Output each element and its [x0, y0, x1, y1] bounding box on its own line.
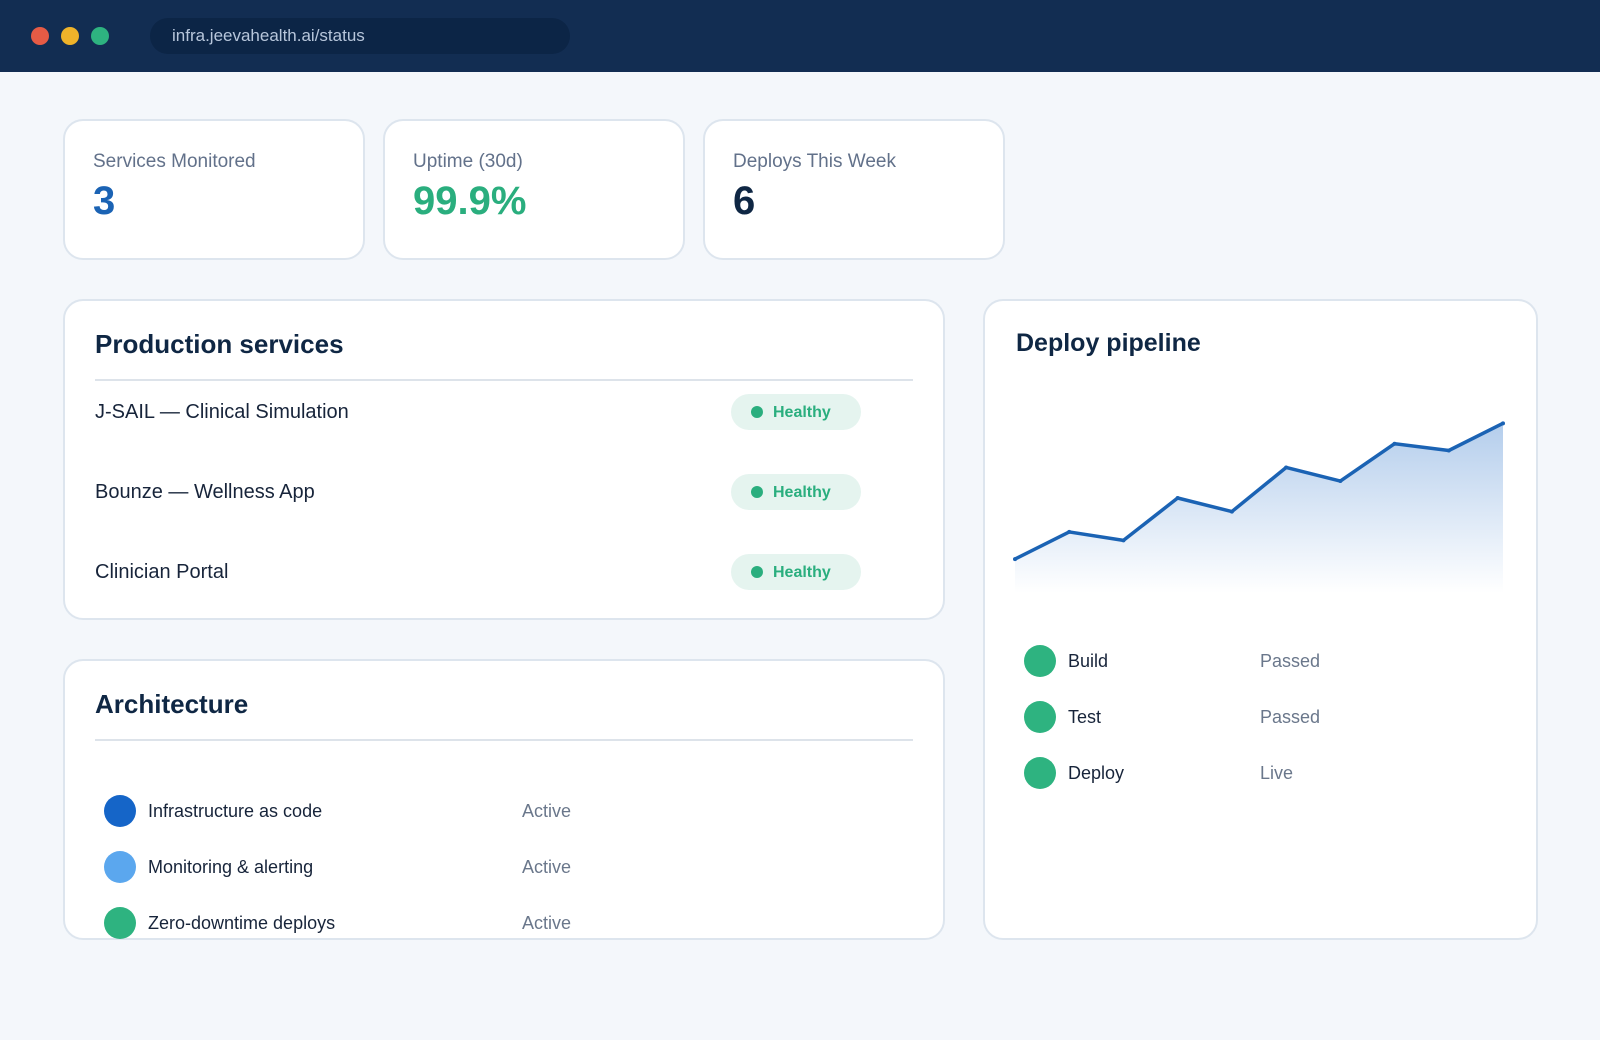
window-zoom-button[interactable]: [91, 27, 109, 45]
monitoring-icon: [104, 851, 136, 883]
stat-card-services-monitored: Services Monitored 3: [63, 119, 365, 260]
pipeline-stage-status: Passed: [1260, 651, 1321, 671]
address-bar[interactable]: infra.jeevahealth.ai/status: [150, 18, 570, 54]
infrastructure-icon: [104, 795, 136, 827]
status-badge: Healthy: [731, 394, 861, 430]
production-services-card: Production services J-SAIL — Clinical Si…: [63, 299, 945, 620]
test-status-icon: [1024, 701, 1056, 733]
pipeline-stage-label: Deploy: [1068, 763, 1125, 783]
stat-label: Services Monitored: [93, 151, 256, 172]
service-row[interactable]: Clinician Portal Healthy: [95, 554, 913, 594]
pipeline-stage: Deploy Live: [1024, 757, 1504, 791]
status-badge: Healthy: [731, 554, 861, 590]
chart-point: [1392, 441, 1397, 446]
pipeline-stage-label: Build: [1068, 651, 1109, 671]
status-dot-icon: [751, 566, 763, 578]
architecture-item: Monitoring & alerting Active: [104, 851, 904, 885]
deploy-icon: [104, 907, 136, 939]
section-divider: [95, 379, 913, 381]
section-title: Architecture: [95, 689, 249, 719]
architecture-item-label: Monitoring & alerting: [148, 857, 314, 877]
section-title: Production services: [95, 329, 344, 359]
status-badge-label: Healthy: [773, 564, 831, 581]
chart-series-line: [1013, 421, 1505, 561]
stat-value: 99.9%: [413, 179, 527, 223]
chart-point: [1284, 465, 1289, 470]
chart-point: [1338, 479, 1343, 484]
pipeline-stage-status: Passed: [1260, 707, 1321, 727]
status-badge-label: Healthy: [773, 484, 831, 501]
stat-label: Uptime (30d): [413, 151, 523, 172]
deploy-pipeline-card: Deploy pipeline Build Passed Test Passed…: [983, 299, 1538, 940]
service-row[interactable]: Bounze — Wellness App Healthy: [95, 474, 913, 514]
service-row[interactable]: J-SAIL — Clinical Simulation Healthy: [95, 394, 913, 434]
service-name: Bounze — Wellness App: [95, 481, 315, 503]
status-dot-icon: [751, 406, 763, 418]
chart-point: [1501, 421, 1505, 426]
architecture-item-label: Zero-downtime deploys: [148, 913, 336, 933]
stat-card-uptime: Uptime (30d) 99.9%: [383, 119, 685, 260]
stat-value: 3: [93, 179, 116, 223]
architecture-item-status: Active: [522, 801, 572, 821]
stat-label: Deploys This Week: [733, 151, 896, 172]
window-minimize-button[interactable]: [61, 27, 79, 45]
architecture-item-label: Infrastructure as code: [148, 801, 323, 821]
architecture-item: Infrastructure as code Active: [104, 795, 904, 829]
status-badge-label: Healthy: [773, 404, 831, 421]
chart-point: [1229, 509, 1234, 514]
chart-point: [1067, 529, 1072, 534]
section-divider: [95, 739, 913, 741]
deploy-trend-chart: [1013, 421, 1505, 593]
deploy-status-icon: [1024, 757, 1056, 789]
chart-point: [1013, 557, 1017, 562]
architecture-item-status: Active: [522, 913, 572, 933]
pipeline-stage: Test Passed: [1024, 701, 1504, 735]
pipeline-stage-label: Test: [1068, 707, 1102, 727]
architecture-item: Zero-downtime deploys Active: [104, 907, 904, 941]
status-dot-icon: [751, 486, 763, 498]
architecture-item-status: Active: [522, 857, 572, 877]
status-badge: Healthy: [731, 474, 861, 510]
service-name: J-SAIL — Clinical Simulation: [95, 401, 349, 423]
stat-card-deploys-this-week: Deploys This Week 6: [703, 119, 1005, 260]
chart-point: [1121, 538, 1126, 543]
pipeline-stage: Build Passed: [1024, 645, 1504, 679]
chart-area-fill: [1015, 423, 1503, 593]
pipeline-stage-status: Live: [1260, 763, 1294, 783]
section-title: Deploy pipeline: [1016, 329, 1201, 357]
chart-point: [1446, 448, 1451, 453]
architecture-card: Architecture Infrastructure as code Acti…: [63, 659, 945, 940]
window-close-button[interactable]: [31, 27, 49, 45]
browser-chrome: infra.jeevahealth.ai/status: [0, 0, 1600, 72]
service-name: Clinician Portal: [95, 561, 229, 583]
chart-point: [1175, 496, 1180, 500]
build-status-icon: [1024, 645, 1056, 677]
stat-value: 6: [733, 179, 756, 223]
